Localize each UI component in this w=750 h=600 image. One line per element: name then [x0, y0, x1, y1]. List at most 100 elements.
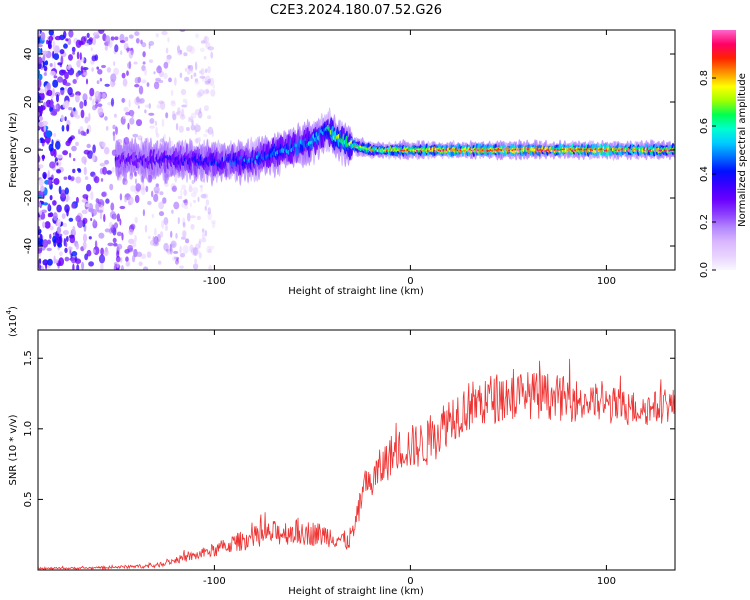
snr-y-ticks: 0.5 1.0 1.5 [23, 350, 675, 507]
snr-x-ticks: -100 0 100 [203, 330, 616, 587]
spectrogram-noise-mark [57, 76, 64, 83]
spectrogram-noise-mark [60, 87, 65, 91]
spectrogram-noise-mark [191, 119, 194, 126]
spectrogram-noise-mark [44, 221, 51, 229]
spectrogram-noise-mark [61, 69, 67, 74]
spectrogram-noise-mark [38, 138, 41, 144]
spectrogram-noise-mark [180, 114, 186, 120]
spectrogram-noise-mark [158, 260, 162, 265]
spectrogram-noise-mark [42, 139, 46, 144]
spectrogram-noise-mark [100, 247, 104, 256]
spectrogram-noise-mark [44, 85, 48, 93]
spectrogram-noise-mark [136, 251, 143, 257]
spectrogram-noise-mark [212, 84, 216, 89]
spectrogram-noise-mark [131, 113, 134, 118]
spectrogram-noise-mark [170, 101, 176, 107]
spectrogram-noise-mark [203, 56, 207, 60]
spectrogram-noise-mark [58, 233, 63, 237]
spectrogram-noise-mark [116, 261, 119, 269]
y-tick-label: 40 [23, 48, 34, 61]
spectrogram-noise-mark [94, 240, 98, 250]
snr-y-multiplier: (x104) [5, 306, 19, 337]
spectrogram-noise-mark [39, 210, 42, 216]
spectrogram-noise-mark [112, 213, 117, 220]
spectrogram-noise-mark [60, 114, 64, 122]
x-tick-label: -100 [203, 276, 226, 287]
spectrogram-noise-mark [190, 192, 197, 198]
spectrogram-noise-mark [169, 243, 176, 247]
spectrogram-noise-mark [188, 184, 192, 188]
spectrogram-noise-mark [91, 55, 97, 62]
spectrogram-noise-mark [71, 46, 76, 53]
spectrogram-noise-mark [86, 78, 88, 85]
spectrogram-noise-mark [182, 199, 188, 203]
spectrogram-noise-mark [88, 37, 93, 42]
spectrogram-noise-mark [193, 72, 197, 77]
snr-multiplier-base: (x10 [8, 314, 19, 337]
spectrogram-noise-mark [84, 43, 90, 47]
spectrogram-noise-mark [128, 34, 134, 39]
spectrogram-noise-mark [75, 114, 81, 119]
spectrogram-noise-mark [71, 145, 77, 152]
spectrogram-noise-mark [86, 249, 92, 257]
spectrogram-noise-mark [49, 195, 53, 201]
spectrogram-noise-mark [100, 178, 104, 182]
spectrogram-noise-mark [88, 261, 94, 267]
spectrogram-noise-mark [42, 221, 46, 229]
spectrogram-panel: -100 0 100 -40 -20 0 20 40 Height of straight … [8, 29, 676, 297]
spectrogram-noise-mark [92, 144, 96, 154]
spectrogram-noise-mark [205, 68, 208, 74]
snr-x-axis-label: Height of straight line (km) [288, 586, 424, 597]
spectrogram-noise-mark [188, 65, 194, 72]
spectrogram-noise-mark [125, 47, 132, 52]
spectrogram-noise-mark [161, 118, 165, 127]
spectrogram-noise-mark [159, 191, 164, 196]
y-tick-label: -40 [23, 238, 34, 254]
spectrogram-noise-mark [120, 265, 124, 270]
spectrogram-noise-mark [131, 241, 137, 248]
spectrogram-noise-mark [40, 32, 46, 41]
spectrogram-noise-mark [194, 61, 198, 71]
spectrogram-noise-mark [145, 185, 149, 193]
spectrogram-noise-mark [113, 61, 116, 66]
spectrogram-noise-mark [137, 105, 140, 109]
spectrogram-noise-mark [103, 146, 110, 155]
spectrogram-noise-mark [58, 257, 64, 266]
spectrogram-noise-mark [106, 67, 111, 73]
spectrogram-noise-mark [48, 143, 54, 152]
spectrogram-noise-mark [195, 243, 200, 250]
spectrogram-noise-mark [113, 67, 119, 76]
spectrogram-noise-mark [62, 230, 69, 235]
spectrogram-noise-mark [184, 67, 188, 72]
spectrogram-noise-mark [181, 229, 187, 238]
spectrogram-noise-mark [179, 30, 186, 33]
spectrogram-noise-mark [55, 104, 59, 110]
spectrogram-noise-mark [76, 51, 80, 60]
spectrogram-noise-mark [190, 112, 197, 119]
spectrogram-noise-mark [45, 130, 52, 138]
spectrogram-noise-mark [181, 236, 186, 240]
spectrogram-noise-mark [101, 64, 106, 69]
spectrogram-noise-mark [88, 112, 91, 122]
spectrogram-noise-mark [38, 44, 43, 48]
spectrogram-noise-mark [98, 232, 105, 239]
spectrogram-noise-mark [190, 124, 196, 131]
spectrogram-noise-mark [171, 209, 174, 214]
spectrogram-noise-mark [38, 201, 42, 208]
spectrogram-noise-mark [48, 177, 53, 181]
spectrogram-noise-mark [47, 213, 52, 218]
spectrogram-noise-mark [56, 154, 63, 159]
spectrogram-noise-mark [46, 247, 52, 252]
spectrogram-noise-mark [52, 212, 58, 221]
x-tick-label: 0 [407, 576, 413, 587]
spectrogram-noise-mark [153, 186, 160, 194]
spectrogram-noise-mark [196, 215, 201, 221]
spectrogram-noise-mark [200, 68, 205, 76]
spectrogram-noise-mark [72, 51, 76, 55]
spectrogram-noise-mark [53, 75, 58, 79]
spectrogram-noise-mark [72, 79, 77, 84]
spectrogram-noise-mark [38, 164, 44, 169]
spectrogram-noise-mark [172, 113, 177, 121]
spectrogram-noise-mark [48, 30, 54, 36]
spectrogram-noise-mark [90, 218, 93, 221]
